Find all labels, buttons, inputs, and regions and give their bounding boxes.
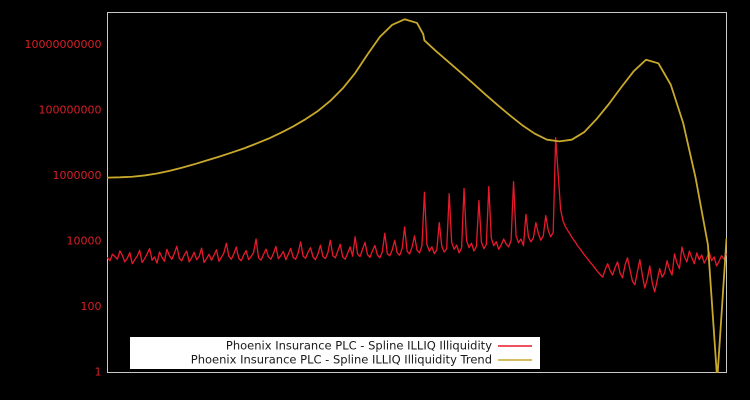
y-axis-tick-labels: 10000000000 100000000 1000000 10000 100 1 bbox=[25, 38, 102, 378]
y-axis-tick-label: 100000000 bbox=[39, 104, 102, 117]
series-group bbox=[107, 18, 727, 373]
legend-label-0[interactable]: Phoenix Insurance PLC - Spline ILLIQ Ill… bbox=[226, 339, 492, 353]
y-axis-tick-label: 10000 bbox=[67, 235, 102, 248]
y-axis-tick-label: 1 bbox=[95, 366, 102, 379]
y-axis-tick-label: 1000000 bbox=[53, 169, 102, 182]
legend-background bbox=[130, 337, 540, 369]
plot-frame bbox=[107, 12, 727, 373]
legend-label-1[interactable]: Phoenix Insurance PLC - Spline ILLIQ Ill… bbox=[191, 353, 492, 367]
chart-legend[interactable]: Phoenix Insurance PLC - Spline ILLIQ Ill… bbox=[130, 337, 540, 369]
series-line-1 bbox=[107, 18, 727, 373]
y-axis-tick-label: 10000000000 bbox=[25, 38, 102, 51]
y-axis-tick-label: 100 bbox=[81, 300, 102, 313]
series-line-0 bbox=[107, 137, 727, 293]
